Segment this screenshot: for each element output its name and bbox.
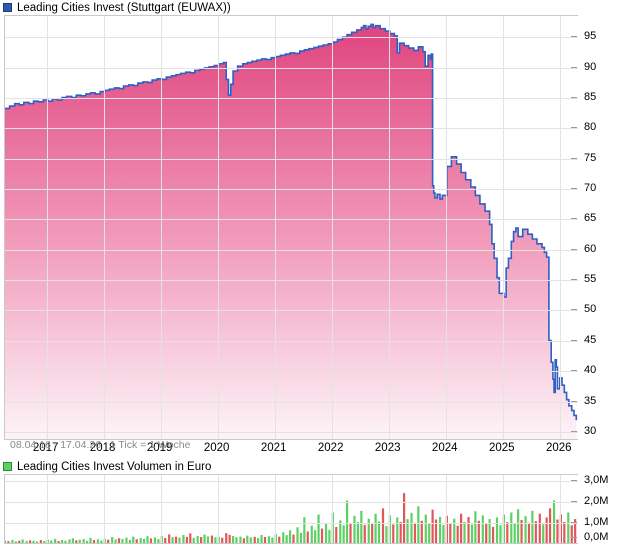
price-gridline bbox=[5, 431, 578, 433]
year-gridline bbox=[502, 16, 504, 439]
volume-chart-header: Leading Cities Invest Volumen in Euro bbox=[0, 459, 620, 474]
x-axis-labels: 2017 2018 2019 2020 2021 2022 2023 2024 2025 2026 bbox=[0, 441, 620, 459]
year-gridline bbox=[274, 16, 276, 439]
year-gridline bbox=[388, 475, 390, 543]
volume-gridline bbox=[5, 523, 578, 525]
price-gridline bbox=[5, 37, 578, 39]
price-gridline bbox=[5, 67, 578, 69]
price-gridline bbox=[5, 249, 578, 251]
price-gridline bbox=[5, 219, 578, 221]
volume-chart-title: Leading Cities Invest Volumen in Euro bbox=[17, 460, 212, 473]
price-gridline bbox=[5, 340, 578, 342]
year-gridline bbox=[559, 16, 561, 439]
year-gridline bbox=[445, 16, 447, 439]
volume-bar-series bbox=[5, 493, 577, 543]
price-gridline bbox=[5, 280, 578, 282]
year-gridline bbox=[103, 475, 105, 543]
price-gridline bbox=[5, 128, 578, 130]
year-gridline bbox=[274, 475, 276, 543]
x-axis-tick-2019: 2019 bbox=[146, 442, 173, 454]
x-axis-tick-2018: 2018 bbox=[89, 442, 116, 454]
year-gridline bbox=[160, 16, 162, 439]
year-gridline bbox=[46, 475, 48, 543]
volume-chart-panel: 0,0M 1,0M 2,0M 3,0M bbox=[0, 474, 620, 544]
year-gridline bbox=[559, 475, 561, 543]
price-gridline bbox=[5, 401, 578, 403]
price-chart-panel: 95 90 85 80 75 70 65 60 55 50 45 40 35 30 08.04.16 - … bbox=[0, 15, 620, 451]
price-chart-header: Leading Cities Invest (Stuttgart (EUWAX)… bbox=[0, 0, 620, 15]
price-gridline bbox=[5, 310, 578, 312]
volume-gridline bbox=[5, 502, 578, 504]
x-axis-tick-2017: 2017 bbox=[32, 442, 59, 454]
x-axis-tick-2024: 2024 bbox=[431, 442, 458, 454]
price-gridline bbox=[5, 158, 578, 160]
price-chart-title: Leading Cities Invest (Stuttgart (EUWAX)… bbox=[17, 1, 231, 14]
green-square-icon bbox=[3, 462, 12, 471]
blue-square-icon bbox=[3, 3, 12, 12]
price-gridline bbox=[5, 97, 578, 99]
x-axis-tick-2020: 2020 bbox=[203, 442, 230, 454]
x-axis-tick-2021: 2021 bbox=[260, 442, 287, 454]
year-gridline bbox=[331, 475, 333, 543]
price-y-axis: 95 90 85 80 75 70 65 60 55 50 45 40 35 30 bbox=[571, 15, 620, 440]
year-gridline bbox=[160, 475, 162, 543]
price-gridline bbox=[5, 189, 578, 191]
volume-gridline bbox=[5, 481, 578, 483]
year-gridline bbox=[331, 16, 333, 439]
x-axis-tick-2026: 2026 bbox=[545, 442, 572, 454]
year-gridline bbox=[445, 475, 447, 543]
price-plot-area[interactable] bbox=[4, 15, 578, 440]
year-gridline bbox=[103, 16, 105, 439]
year-gridline bbox=[217, 16, 219, 439]
x-axis-tick-2023: 2023 bbox=[374, 442, 401, 454]
price-area-series bbox=[5, 23, 578, 439]
volume-plot-area[interactable] bbox=[4, 474, 578, 544]
chart-caption: 08.04.16 - 17.04.26 1 Tick = 1 Woche bbox=[10, 439, 191, 451]
volume-y-axis: 0,0M 1,0M 2,0M 3,0M bbox=[571, 474, 620, 544]
price-gridline bbox=[5, 371, 578, 373]
x-axis-tick-2022: 2022 bbox=[317, 442, 344, 454]
year-gridline bbox=[217, 475, 219, 543]
x-axis-tick-2025: 2025 bbox=[488, 442, 515, 454]
year-gridline bbox=[46, 16, 48, 439]
year-gridline bbox=[502, 475, 504, 543]
year-gridline bbox=[388, 16, 390, 439]
